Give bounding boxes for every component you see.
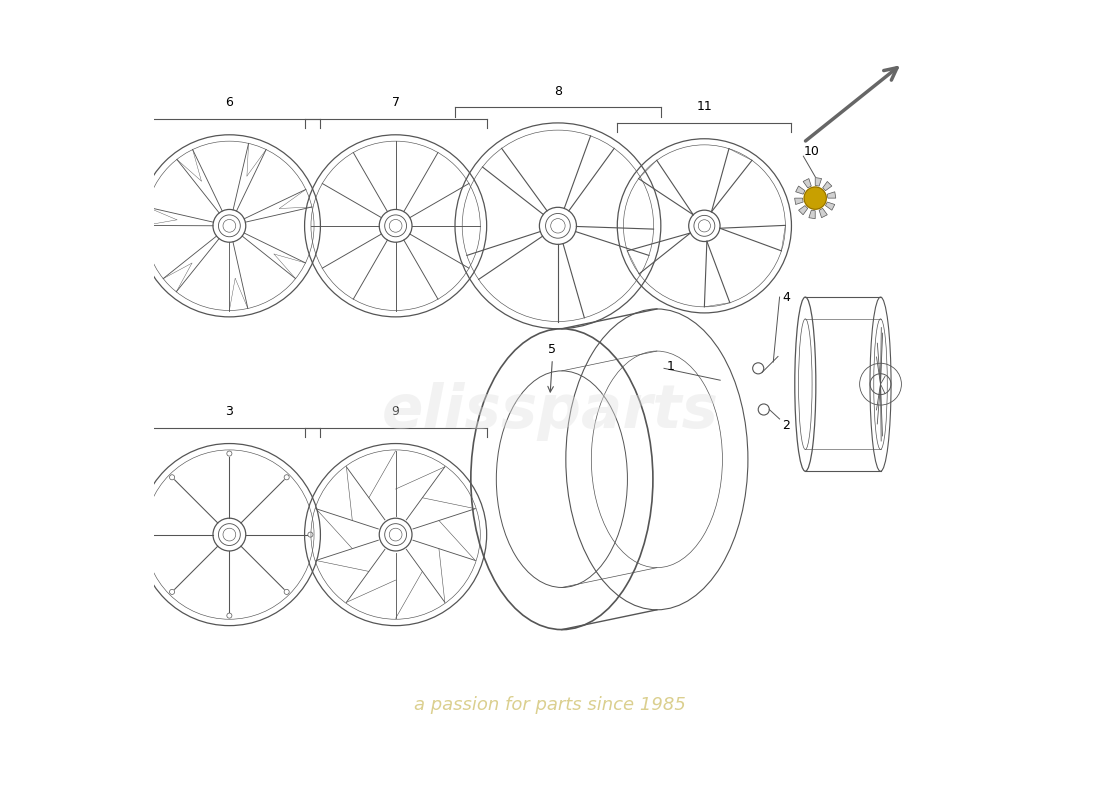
Circle shape	[284, 474, 289, 480]
Polygon shape	[823, 182, 832, 190]
Circle shape	[284, 590, 289, 594]
Text: elissparts: elissparts	[382, 382, 718, 442]
Polygon shape	[799, 206, 807, 214]
Text: 3: 3	[226, 406, 233, 418]
Text: 8: 8	[554, 85, 562, 98]
Circle shape	[146, 532, 151, 537]
Polygon shape	[808, 210, 815, 218]
Text: 5: 5	[549, 343, 557, 357]
Circle shape	[804, 187, 826, 210]
Text: a passion for parts since 1985: a passion for parts since 1985	[414, 696, 686, 714]
Text: 1: 1	[668, 360, 675, 373]
Text: 9: 9	[392, 406, 399, 418]
Text: 10: 10	[803, 145, 820, 158]
Text: 11: 11	[696, 101, 713, 114]
Polygon shape	[794, 198, 803, 205]
Text: 7: 7	[392, 97, 399, 110]
Polygon shape	[795, 186, 805, 194]
Circle shape	[227, 613, 232, 618]
Polygon shape	[820, 208, 827, 218]
Polygon shape	[827, 192, 836, 198]
Polygon shape	[803, 178, 812, 188]
Polygon shape	[825, 202, 835, 210]
Circle shape	[308, 532, 314, 537]
Text: 6: 6	[226, 97, 233, 110]
Circle shape	[169, 590, 175, 594]
Text: 4: 4	[782, 291, 790, 304]
Text: 2: 2	[782, 419, 790, 432]
Polygon shape	[815, 178, 822, 186]
Circle shape	[169, 474, 175, 480]
Circle shape	[227, 451, 232, 456]
